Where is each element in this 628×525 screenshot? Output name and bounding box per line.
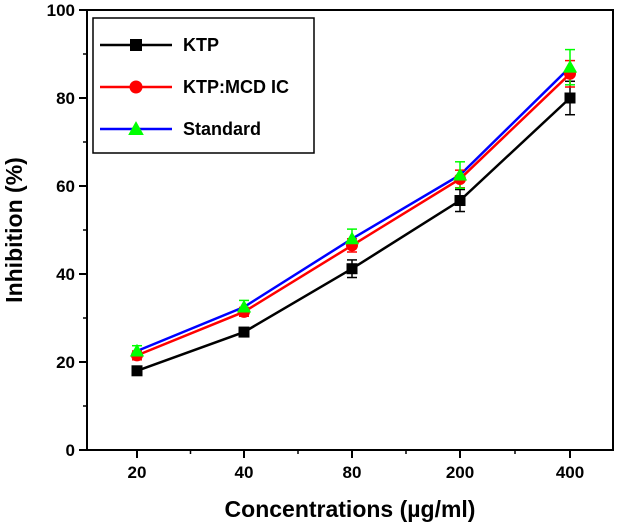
y-tick-label: 80 xyxy=(56,89,75,108)
y-tick-label: 60 xyxy=(56,177,75,196)
x-tick-label: 40 xyxy=(235,463,254,482)
legend-label: Standard xyxy=(183,119,261,139)
series-group xyxy=(129,48,578,377)
marker-square xyxy=(131,365,143,377)
marker-square xyxy=(454,195,466,207)
marker-square xyxy=(238,326,250,338)
marker-square xyxy=(346,263,358,275)
marker-square xyxy=(564,92,576,104)
series-marker-group xyxy=(129,59,578,357)
y-tick-label: 20 xyxy=(56,353,75,372)
legend-label: KTP xyxy=(183,35,219,55)
marker-triangle xyxy=(236,299,252,313)
marker-triangle xyxy=(128,121,144,135)
x-tick-label: 80 xyxy=(343,463,362,482)
marker-triangle xyxy=(344,231,360,245)
y-axis-ticks: 0 20 40 60 80 100 xyxy=(47,1,87,460)
y-tick-label: 40 xyxy=(56,265,75,284)
legend: KTP KTP:MCD IC Standard xyxy=(92,17,315,154)
marker-triangle xyxy=(129,343,145,357)
marker-square xyxy=(130,39,142,51)
x-axis-ticks: 20 40 80 200 400 xyxy=(128,450,584,482)
marker-triangle xyxy=(562,59,578,73)
marker-triangle xyxy=(452,167,468,181)
x-axis-title: Concentrations (µg/ml) xyxy=(225,496,476,522)
x-tick-label: 200 xyxy=(446,463,474,482)
y-tick-label: 100 xyxy=(47,1,75,20)
y-tick-label: 0 xyxy=(66,441,75,460)
y-axis-title: Inhibition (%) xyxy=(1,157,27,303)
legend-label: KTP:MCD IC xyxy=(183,77,289,97)
x-tick-label: 400 xyxy=(556,463,584,482)
marker-circle xyxy=(129,80,143,94)
x-tick-label: 20 xyxy=(128,463,147,482)
series-marker-group xyxy=(131,92,576,377)
